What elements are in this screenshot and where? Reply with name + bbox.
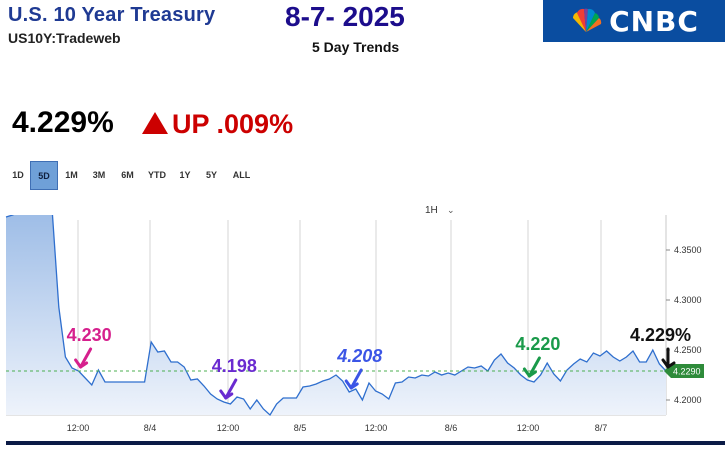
y-tick-label: 4.2500 xyxy=(674,345,702,355)
arrow-head-icon xyxy=(661,358,676,369)
range-tab-3m[interactable]: 3M xyxy=(92,170,106,180)
x-tick-label: 8/7 xyxy=(595,423,608,433)
yield-chart: 12:00 8/4 12:00 8/5 12:00 8/6 12:00 8/7 4.2000 4.… xyxy=(5,215,704,433)
annotation-label: 4.220 xyxy=(515,334,560,354)
brand-wordmark: CNBC xyxy=(609,4,699,38)
arrow-head-icon xyxy=(522,367,537,378)
x-tick-label: 8/4 xyxy=(144,423,157,433)
price-tag-shape xyxy=(664,364,704,378)
annotation-label: 4.230 xyxy=(67,325,112,345)
range-tab-all[interactable]: ALL xyxy=(232,170,251,180)
arrow-head-icon xyxy=(74,358,89,369)
annotation-arrow xyxy=(224,378,238,400)
arrow-head-icon xyxy=(219,389,234,400)
annotation-arrow xyxy=(349,368,363,390)
x-tick-label: 12:00 xyxy=(67,423,90,433)
price-tag-label: 4.2290 xyxy=(673,367,701,377)
x-tick-label: 12:00 xyxy=(517,423,540,433)
range-tab-1y[interactable]: 1Y xyxy=(179,170,191,180)
peacock-icon xyxy=(573,8,602,32)
annotation: 4.229% xyxy=(630,325,691,369)
cnbc-logo: CNBC xyxy=(543,0,725,42)
y-tick-label: 4.3500 xyxy=(674,245,702,255)
range-tabs: 1D 5D 1M 3M 6M YTD 1Y 5Y ALL xyxy=(6,161,258,190)
triangle-up-icon xyxy=(142,112,168,134)
range-tab-5y[interactable]: 5Y xyxy=(205,170,217,180)
interval-selector[interactable]: 1H xyxy=(425,205,438,216)
x-tick-label: 8/6 xyxy=(445,423,458,433)
x-tick-label: 12:00 xyxy=(365,423,388,433)
yield-change: UP .009% xyxy=(172,109,294,139)
y-tick-label: 4.3000 xyxy=(674,295,702,305)
annotation: 4.198 xyxy=(212,356,257,400)
range-tab-5d[interactable]: 5D xyxy=(30,161,58,190)
baseline-rule xyxy=(6,441,725,445)
annotation-label: 4.208 xyxy=(336,346,382,366)
annotation-arrow xyxy=(527,356,541,378)
x-tick-label: 12:00 xyxy=(217,423,240,433)
ticker-subtitle: US10Y:Tradeweb xyxy=(8,30,121,46)
series-line xyxy=(5,215,667,417)
last-price-tag: 4.2290 xyxy=(664,364,704,378)
y-tick-label: 4.2000 xyxy=(674,395,702,405)
annotation-label: 4.198 xyxy=(212,356,257,376)
annotation-arrow xyxy=(79,347,93,369)
trend-label: 5 Day Trends xyxy=(312,39,400,55)
annotation: 4.208 xyxy=(336,346,382,390)
date-heading: 8-7- 2025 xyxy=(285,1,405,32)
series-area xyxy=(6,215,666,415)
x-tick-label: 8/5 xyxy=(294,423,307,433)
annotation: 4.220 xyxy=(515,334,560,378)
range-tab-ytd[interactable]: YTD xyxy=(148,170,166,180)
page-title: U.S. 10 Year Treasury xyxy=(8,4,216,26)
range-tab-6m[interactable]: 6M xyxy=(121,170,134,180)
annotation-label: 4.229% xyxy=(630,325,691,345)
current-yield: 4.229% xyxy=(12,106,114,139)
arrow-head-icon xyxy=(344,379,359,390)
annotation: 4.230 xyxy=(67,325,112,369)
chevron-down-icon[interactable]: ⌄ xyxy=(447,205,455,215)
range-tab-1d[interactable]: 1D xyxy=(12,170,24,180)
range-tab-1m[interactable]: 1M xyxy=(65,170,78,180)
